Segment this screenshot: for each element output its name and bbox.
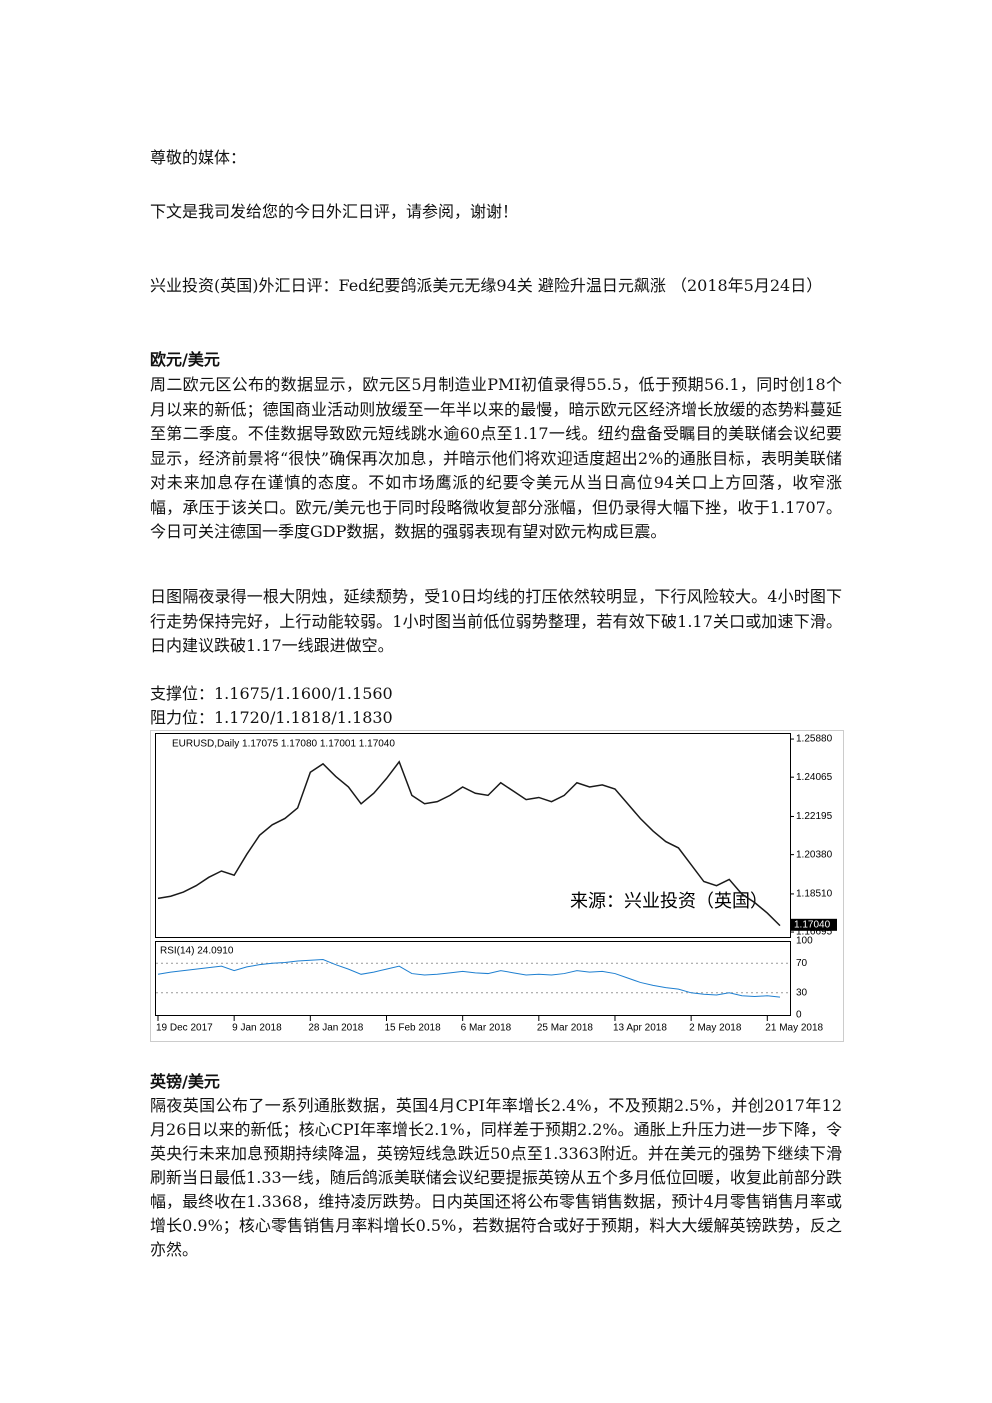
paragraph: 日图隔夜录得一根大阴烛，延续颓势，受10日均线的打压依然较明显，下行风险较大。4… [150,587,842,655]
paragraph: 隔夜英国公布了一系列通胀数据，英国4月CPI年率增长2.4%，不及预期2.5%，… [150,1096,842,1259]
x-tick-label: 28 Jan 2018 [308,1023,363,1034]
y-tick-label: 1.25880 [796,734,833,745]
watermark: 来源：兴业投资（英国） [570,891,768,911]
rsi-line [157,958,781,998]
paragraph: 周二欧元区公布的数据显示，欧元区5月制造业PMI初值录得55.5，低于预期56.… [150,375,842,541]
x-tick-label: 15 Feb 2018 [384,1023,441,1034]
y-tick-label: 1.18510 [796,889,833,900]
x-tick-label: 2 May 2018 [689,1023,742,1034]
rsi-tick-label: 70 [796,958,808,969]
y-tick-label: 1.20380 [796,849,833,860]
chart-frame [150,730,844,1042]
x-tick-label: 21 May 2018 [765,1023,823,1034]
rsi-tick-label: 0 [796,1010,802,1021]
y-tick-label: 1.24065 [796,772,833,783]
main-panel [155,733,791,938]
headline: 兴业投资(英国)外汇日评：Fed纪要鸽派美元无缘94关 避险升温日元飙涨 （20… [150,276,823,295]
section-heading: 英镑/美元 [150,1072,220,1091]
x-tick-label: 19 Dec 2017 [156,1023,213,1034]
rsi-tick-label: 100 [796,936,813,947]
last-price-label: 1.17040 [794,919,831,930]
greeting: 尊敬的媒体： [150,148,247,167]
chart: EURUSD,Daily 1.17075 1.17080 1.17001 1.1… [150,730,844,1042]
x-tick-label: 25 Mar 2018 [537,1023,594,1034]
section-heading: 欧元/美元 [150,350,220,369]
y-tick-label: 1.16695 [796,927,833,938]
intro: 下文是我司发给您的今日外汇日评，请参阅，谢谢！ [150,202,519,221]
y-tick-label: 1.22195 [796,811,833,822]
x-tick-label: 9 Jan 2018 [232,1023,282,1034]
last-price-box [791,918,837,931]
rsi-tick-label: 30 [796,987,808,998]
rsi-title: RSI(14) 24.0910 [160,946,234,957]
rsi-panel [155,941,791,1016]
support: 支撑位：1.1675/1.1600/1.1560 [150,684,393,703]
x-tick-label: 13 Apr 2018 [613,1023,667,1034]
x-tick-label: 6 Mar 2018 [461,1023,512,1034]
resistance: 阻力位：1.1720/1.1818/1.1830 [150,708,393,727]
price-line [157,760,781,927]
chart-title: EURUSD,Daily 1.17075 1.17080 1.17001 1.1… [172,739,395,750]
